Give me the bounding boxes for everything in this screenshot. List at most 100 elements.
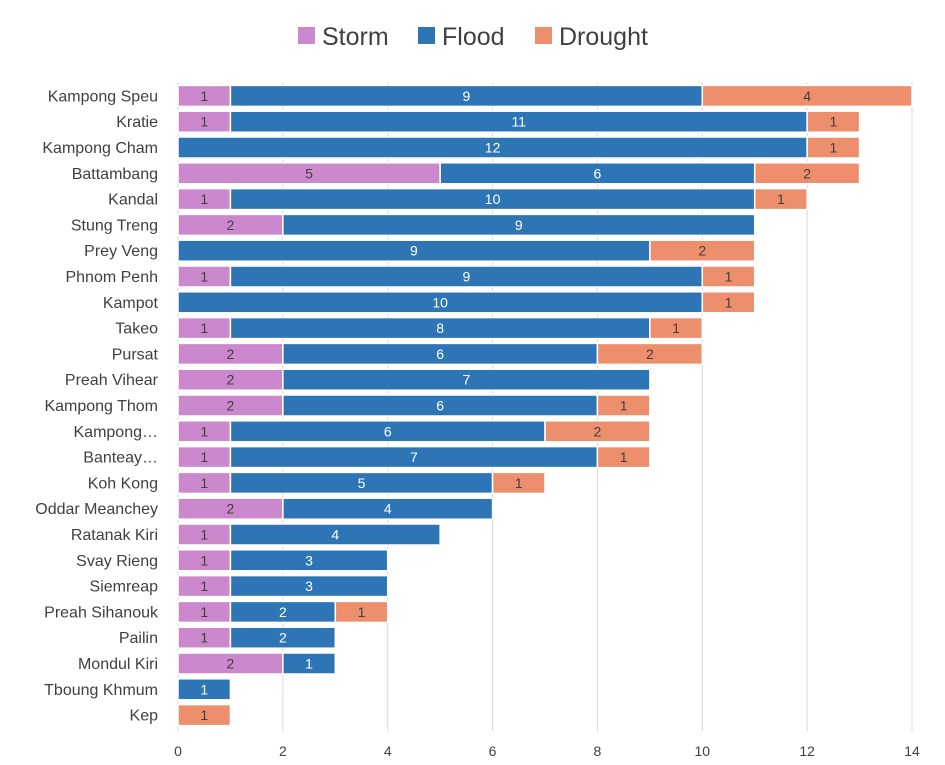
bar-drought-phnom-penh xyxy=(701,265,756,288)
data-label-storm-pailin: 1 xyxy=(200,630,208,646)
category-label-kampong: Kampong… xyxy=(74,424,159,441)
bar-drought-koh-kong xyxy=(491,471,546,495)
bar-flood-preah-vihear xyxy=(282,368,651,391)
data-label-drought-kampong-speu: 4 xyxy=(803,88,811,104)
data-label-flood-takeo: 8 xyxy=(436,320,444,336)
data-label-drought-kratie: 1 xyxy=(829,114,837,130)
x-tick-label-4: 4 xyxy=(384,743,392,759)
bar-drought-prey-veng xyxy=(649,239,756,262)
data-label-flood-banteay: 7 xyxy=(410,449,418,465)
category-label-mondul-kiri: Mondul Kiri xyxy=(78,656,158,673)
data-label-flood-kratie: 11 xyxy=(512,114,527,130)
x-axis-tick-labels: 0 2 4 6 8 10 12 14 xyxy=(174,743,920,759)
category-label-svay-rieng: Svay Rieng xyxy=(76,553,158,570)
data-label-flood-stung-treng: 9 xyxy=(515,217,523,233)
x-tick-label-8: 8 xyxy=(594,743,602,759)
data-label-storm-oddar-meanchey: 2 xyxy=(227,501,235,517)
x-tick-label-12: 12 xyxy=(799,743,815,759)
data-label-storm-mondul-kiri: 2 xyxy=(227,656,235,672)
legend-swatch-drought xyxy=(535,27,552,44)
data-label-storm-pursat: 2 xyxy=(227,346,235,362)
data-label-flood-kampong: 6 xyxy=(384,423,392,439)
category-label-kampong-speu: Kampong Speu xyxy=(48,88,158,105)
data-label-flood-battambang: 6 xyxy=(594,165,602,181)
data-label-flood-kampong-thom: 6 xyxy=(436,398,444,414)
x-tick-label-0: 0 xyxy=(174,743,182,759)
data-label-flood-pursat: 6 xyxy=(436,346,444,362)
data-label-drought-kampong-thom: 1 xyxy=(620,398,628,414)
legend: Storm Flood Drought xyxy=(298,23,648,51)
data-label-flood-svay-rieng: 3 xyxy=(305,552,313,568)
data-label-storm-koh-kong: 1 xyxy=(200,475,208,491)
data-label-flood-oddar-meanchey: 4 xyxy=(384,501,392,517)
bar-flood-svay-rieng xyxy=(229,549,389,572)
bar-drought-kratie xyxy=(806,110,861,133)
data-label-storm-svay-rieng: 1 xyxy=(200,552,208,568)
data-label-drought-preah-sihanouk: 1 xyxy=(358,604,366,620)
category-label-kampot: Kampot xyxy=(103,295,159,312)
data-label-storm-phnom-penh: 1 xyxy=(200,269,208,285)
data-label-storm-preah-sihanouk: 1 xyxy=(200,604,208,620)
bar-drought-preah-sihanouk xyxy=(334,600,389,624)
data-label-drought-kandal: 1 xyxy=(777,191,785,207)
bar-drought-kampot xyxy=(701,291,756,314)
category-label-ratanak-kiri: Ratanak Kiri xyxy=(71,527,158,544)
data-label-drought-prey-veng: 2 xyxy=(698,243,706,259)
category-label-kampong-cham: Kampong Cham xyxy=(42,140,158,157)
legend-label-drought: Drought xyxy=(559,23,648,51)
data-label-flood-kampong-speu: 9 xyxy=(462,88,470,104)
category-label-oddar-meanchey: Oddar Meanchey xyxy=(35,501,158,518)
category-label-takeo: Takeo xyxy=(115,321,158,338)
data-label-flood-koh-kong: 5 xyxy=(358,475,366,491)
x-tick-label-2: 2 xyxy=(279,743,287,759)
data-label-flood-phnom-penh: 9 xyxy=(462,269,470,285)
bar-drought-kampong-cham xyxy=(806,136,861,159)
data-label-storm-kampong-thom: 2 xyxy=(227,398,235,414)
data-label-storm-stung-treng: 2 xyxy=(227,217,235,233)
data-label-drought-koh-kong: 1 xyxy=(515,475,523,491)
bar-flood-oddar-meanchey xyxy=(282,497,494,520)
category-label-koh-kong: Koh Kong xyxy=(88,475,158,492)
data-label-drought-battambang: 2 xyxy=(803,165,811,181)
category-label-preah-sihanouk: Preah Sihanouk xyxy=(44,604,159,621)
data-label-drought-takeo: 1 xyxy=(672,320,680,336)
category-label-tboung-khmum: Tboung Khmum xyxy=(44,682,158,699)
legend-swatch-flood xyxy=(418,27,435,44)
category-label-kampong-thom: Kampong Thom xyxy=(44,398,158,415)
data-label-storm-kandal: 1 xyxy=(200,191,208,207)
data-label-flood-pailin: 2 xyxy=(279,630,287,646)
data-label-flood-mondul-kiri: 1 xyxy=(305,656,313,672)
legend-label-storm: Storm xyxy=(322,23,389,51)
data-label-drought-banteay: 1 xyxy=(620,449,628,465)
data-label-flood-kampot: 10 xyxy=(432,294,448,310)
data-label-storm-preah-vihear: 2 xyxy=(227,372,235,388)
bar-drought-pursat xyxy=(596,342,704,366)
data-label-flood-tboung-khmum: 1 xyxy=(200,681,208,697)
data-label-drought-pursat: 2 xyxy=(646,346,654,362)
bar-flood-stung-treng xyxy=(282,213,756,237)
data-label-flood-ratanak-kiri: 4 xyxy=(331,527,339,543)
data-label-storm-kampong: 1 xyxy=(200,423,208,439)
bar-drought-kampong-speu xyxy=(701,84,913,108)
data-label-drought-kep: 1 xyxy=(200,707,208,723)
legend-swatch-storm xyxy=(298,27,315,44)
category-label-preah-vihear: Preah Vihear xyxy=(65,372,159,389)
x-tick-label-10: 10 xyxy=(694,743,710,759)
category-label-banteay: Banteay… xyxy=(83,450,158,467)
bar-drought-kampong xyxy=(544,420,651,443)
category-label-kandal: Kandal xyxy=(108,192,158,209)
category-label-pursat: Pursat xyxy=(112,346,159,363)
data-label-flood-kandal: 10 xyxy=(485,191,501,207)
bar-drought-kep xyxy=(177,703,232,727)
data-label-flood-preah-vihear: 7 xyxy=(462,372,470,388)
data-label-storm-banteay: 1 xyxy=(200,449,208,465)
data-label-drought-kampot: 1 xyxy=(725,294,733,310)
data-label-flood-preah-sihanouk: 2 xyxy=(279,604,287,620)
data-label-flood-kampong-cham: 12 xyxy=(485,140,501,156)
bars: 1 9 41 11 112 15 6 21 10 12 99 21 9 110 11 8 12 6 22 72 6 11 6… xyxy=(177,84,913,727)
category-label-prey-veng: Prey Veng xyxy=(84,243,158,260)
x-tick-label-14: 14 xyxy=(904,743,920,759)
category-label-siemreap: Siemreap xyxy=(90,579,159,596)
data-label-flood-prey-veng: 9 xyxy=(410,243,418,259)
